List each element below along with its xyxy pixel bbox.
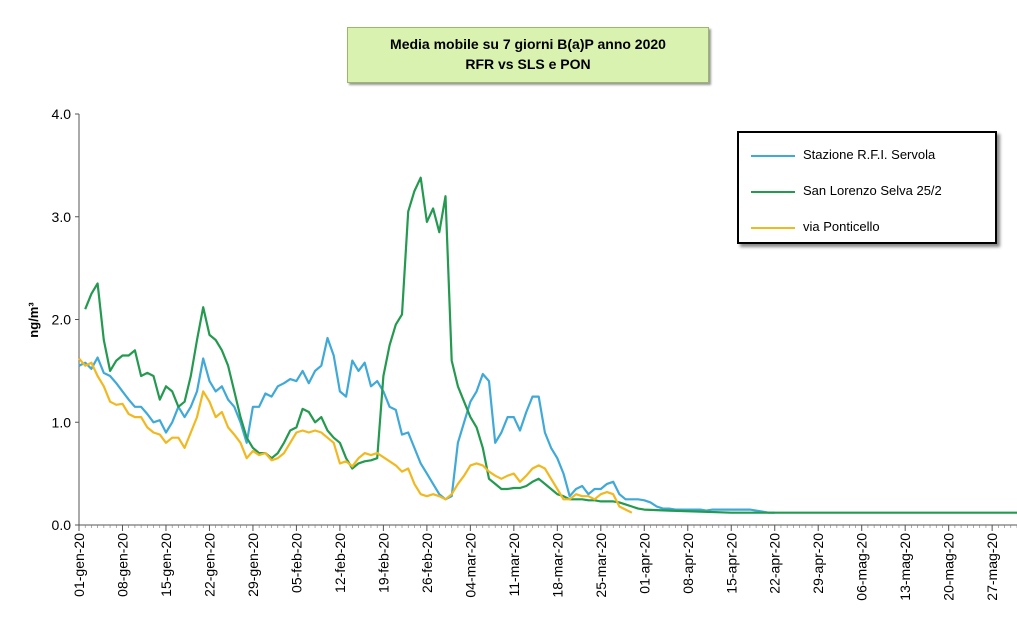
axes: 0.0 1.0 2.0 3.0 4.0 01-gen-20 08-gen-20 15-gen-… [52, 106, 1017, 601]
legend-label-servola: Stazione R.F.I. Servola [803, 147, 936, 162]
x-tick-label: 12-feb-20 [332, 533, 348, 593]
x-tick-label: 08-gen-20 [114, 533, 130, 597]
y-tick-label: 4.0 [52, 106, 72, 122]
legend-label-san-lorenzo: San Lorenzo Selva 25/2 [803, 183, 942, 198]
x-tick-label: 26-feb-20 [419, 533, 435, 593]
series-lines [78, 176, 1017, 514]
x-tick-label: 01-gen-20 [71, 533, 87, 597]
x-tick-label: 11-mar-20 [506, 533, 522, 597]
series-line-san-lorenzo [84, 176, 1017, 514]
x-tick-label: 15-gen-20 [158, 533, 174, 597]
y-tick-label: 2.0 [52, 312, 72, 328]
legend-swatch-ponticello [751, 227, 795, 229]
x-tick-label: 05-feb-20 [288, 533, 304, 593]
x-tick-label: 29-gen-20 [245, 533, 261, 597]
x-tick-label: 25-mar-20 [593, 533, 609, 598]
legend-label-ponticello: via Ponticello [803, 219, 880, 234]
x-tick-label: 13-mag-20 [897, 533, 913, 601]
series-line-ponticello [78, 357, 633, 514]
x-tick-label: 19-feb-20 [375, 533, 391, 593]
x-tick-label: 15-apr-20 [723, 533, 739, 594]
y-tick-label: 0.0 [52, 517, 72, 533]
x-tick-label: 29-apr-20 [810, 533, 826, 594]
chart-title-line1: Media mobile su 7 giorni B(a)P anno 2020 [390, 36, 666, 52]
chart-title-line2: RFR vs SLS e PON [465, 56, 591, 72]
y-tick-label: 1.0 [52, 414, 72, 430]
chart-title-box: Media mobile su 7 giorni B(a)P anno 2020… [347, 27, 709, 83]
y-tick-label: 3.0 [52, 209, 72, 225]
legend-swatch-servola [751, 155, 795, 157]
x-tick-label: 22-gen-20 [201, 533, 217, 597]
x-tick-label: 04-mar-20 [462, 533, 478, 598]
legend: Stazione R.F.I. Servola San Lorenzo Selv… [737, 131, 997, 244]
x-tick-label: 20-mag-20 [941, 533, 957, 601]
legend-swatch-san-lorenzo [751, 191, 795, 193]
x-tick-label: 01-apr-20 [636, 533, 652, 594]
x-tick-label: 27-mag-20 [984, 533, 1000, 601]
y-axis-label: ng/m³ [26, 302, 41, 338]
x-tick-label: 22-apr-20 [767, 533, 783, 594]
series-line-servola [78, 336, 775, 514]
x-tick-label: 08-apr-20 [680, 533, 696, 594]
x-tick-label: 06-mag-20 [854, 533, 870, 601]
x-tick-label: 18-mar-20 [549, 533, 565, 598]
